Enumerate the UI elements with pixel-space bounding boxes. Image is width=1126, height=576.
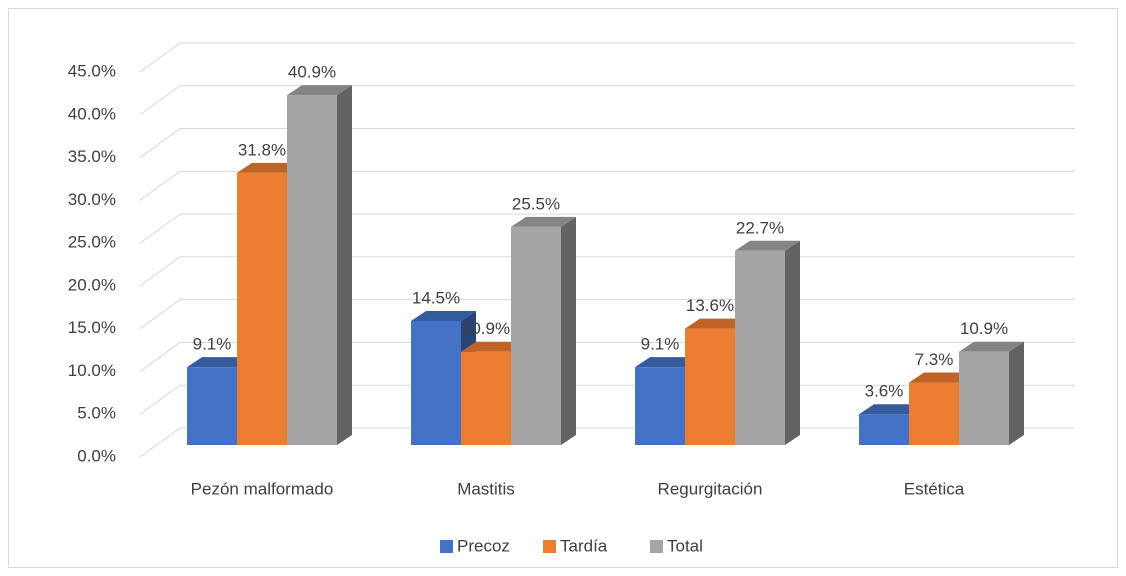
x-tick-label: Mastitis [457, 479, 515, 498]
y-tick-label: 5.0% [77, 404, 116, 423]
bar-top [461, 341, 526, 352]
bar-top [411, 310, 476, 321]
bar [187, 367, 237, 445]
bar-side [561, 216, 576, 445]
bar-top [635, 357, 700, 368]
grid-diagonal [139, 128, 181, 158]
bar [411, 320, 461, 445]
data-label: 10.9% [462, 319, 510, 338]
bar-top [187, 357, 252, 368]
legend-label: Tardía [560, 536, 608, 555]
grid-diagonal [139, 299, 181, 330]
x-tick-label: Regurgitación [658, 479, 763, 498]
x-tick-label: Pezón malformado [191, 479, 334, 498]
bar-top [909, 372, 974, 383]
data-label: 7.3% [915, 350, 954, 369]
legend-label: Precoz [457, 536, 510, 555]
data-label: 22.7% [736, 218, 784, 237]
data-label: 25.5% [512, 194, 560, 213]
legend-label: Total [667, 536, 703, 555]
data-label: 31.8% [238, 140, 286, 159]
y-tick-label: 20.0% [68, 275, 116, 294]
bar-top [735, 240, 800, 251]
data-label: 3.6% [865, 382, 904, 401]
data-label: 9.1% [193, 335, 232, 354]
grid-diagonal [139, 213, 181, 244]
bar-top [287, 85, 352, 96]
bar [511, 226, 561, 445]
bar-top [959, 341, 1024, 352]
grid-diagonal [139, 384, 181, 415]
bar [959, 351, 1009, 445]
y-tick-label: 45.0% [68, 61, 116, 80]
y-tick-label: 0.0% [77, 446, 116, 465]
bar [287, 95, 337, 446]
legend-swatch [543, 540, 556, 553]
bar [461, 351, 511, 445]
bar-side [785, 240, 800, 445]
grid-diagonal [139, 342, 181, 372]
grid-diagonal [139, 427, 181, 458]
bar [909, 382, 959, 445]
bar-side [337, 85, 352, 446]
data-label: 10.9% [960, 319, 1008, 338]
legend-swatch [650, 540, 663, 553]
data-label: 40.9% [288, 63, 336, 82]
y-tick-label: 40.0% [68, 104, 116, 123]
bar-side [1009, 341, 1024, 445]
bar-top [685, 318, 750, 329]
bar [735, 250, 785, 445]
data-label: 9.1% [641, 335, 680, 354]
x-tick-label: Estética [904, 479, 965, 498]
bar [685, 328, 735, 445]
y-tick-label: 15.0% [68, 318, 116, 337]
bar [237, 172, 287, 445]
bar-top [237, 162, 302, 173]
grid-diagonal [139, 42, 181, 73]
legend-swatch [440, 540, 453, 553]
bar-top [511, 216, 576, 227]
y-tick-label: 35.0% [68, 147, 116, 166]
y-tick-label: 10.0% [68, 361, 116, 380]
y-tick-label: 25.0% [68, 233, 116, 252]
grid-diagonal [139, 256, 181, 287]
bar [859, 414, 909, 445]
grid-diagonal [139, 85, 181, 116]
data-label: 14.5% [412, 288, 460, 307]
bar [635, 367, 685, 445]
bar-top [859, 404, 924, 415]
grid-diagonal [139, 170, 181, 201]
y-tick-label: 30.0% [68, 190, 116, 209]
data-label: 13.6% [686, 296, 734, 315]
